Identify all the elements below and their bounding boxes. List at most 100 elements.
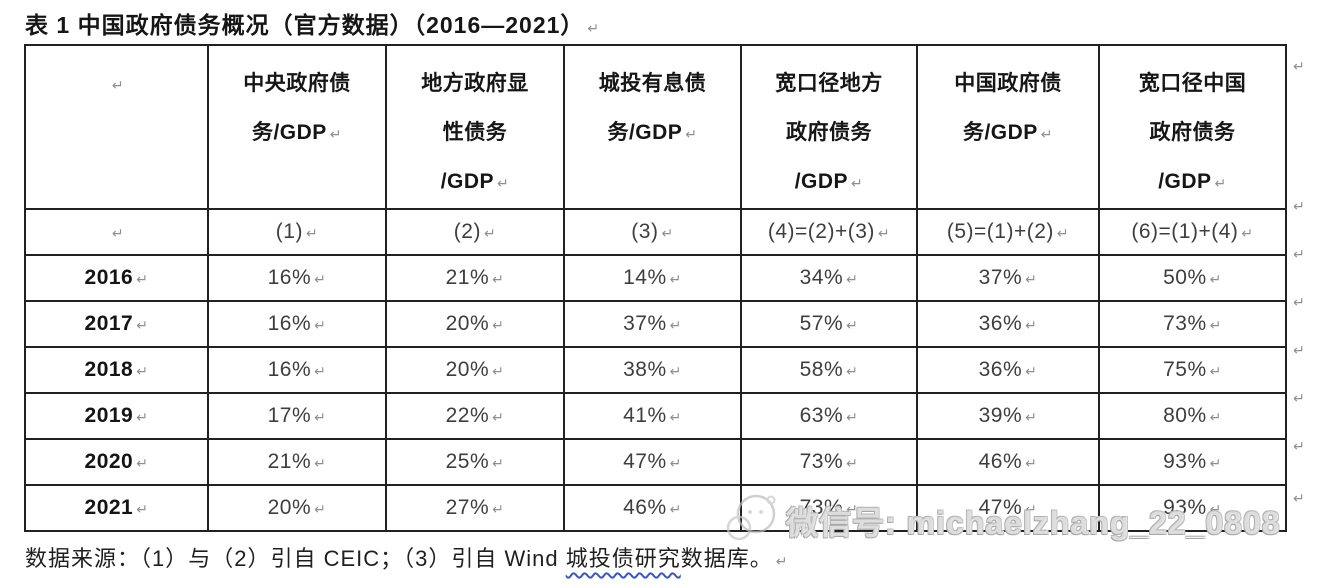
year-cell: 2019 ↵ <box>24 392 209 440</box>
value-cell: 38% ↵ <box>563 346 742 394</box>
value-cell: 41% ↵ <box>563 392 742 440</box>
paragraph-mark: ↵ <box>1214 175 1227 191</box>
paragraph-mark: ↵ <box>1209 409 1222 425</box>
paragraph-mark: ↵ <box>846 317 859 333</box>
formula-row: ↵ (1) ↵ (2) ↵ (3) ↵ (4)=(2)+(3) ↵ (5)=(1)+(2… <box>24 208 1287 256</box>
value-cell: 20% ↵ <box>385 346 565 394</box>
value-cell: 73% ↵ <box>740 484 918 532</box>
paragraph-mark: ↵ <box>775 553 789 569</box>
header-cell-central-debt: 中央政府债 务/GDP ↵ <box>207 44 387 210</box>
paragraph-mark: ↵ <box>492 455 505 471</box>
value-cell: 47% ↵ <box>563 438 742 486</box>
paragraph-mark: ↵ <box>314 317 327 333</box>
value-cell: 58% ↵ <box>740 346 918 394</box>
paragraph-mark: ↵ <box>669 271 682 287</box>
row-end-mark: ↵ <box>1293 438 1305 454</box>
paragraph-mark: ↵ <box>111 77 125 93</box>
value-cell: 16% ↵ <box>207 346 387 394</box>
paragraph-mark: ↵ <box>492 317 505 333</box>
value-cell: 34% ↵ <box>740 254 918 302</box>
value-cell: 17% ↵ <box>207 392 387 440</box>
year-cell: 2017 ↵ <box>24 300 209 348</box>
value-cell: 50% ↵ <box>1098 254 1287 302</box>
year-cell: 2021 ↵ <box>24 484 209 532</box>
table-header-row: ↵ 中央政府债 务/GDP ↵ 地方政府显 性债务 /GDP ↵ 城投有息债 务/G… <box>24 44 1287 210</box>
formula-cell: (1) ↵ <box>207 208 387 256</box>
paragraph-mark: ↵ <box>846 409 859 425</box>
formula-cell: (3) ↵ <box>563 208 742 256</box>
value-cell: 37% ↵ <box>916 254 1100 302</box>
debt-table: ↵ 中央政府债 务/GDP ↵ 地方政府显 性债务 /GDP ↵ 城投有息债 务/G… <box>24 44 1287 532</box>
paragraph-mark: ↵ <box>1025 317 1038 333</box>
source-text-underlined: 城投债研究 <box>565 546 681 571</box>
paragraph-mark: ↵ <box>314 501 327 517</box>
paragraph-mark: ↵ <box>851 175 864 191</box>
value-cell: 21% ↵ <box>385 254 565 302</box>
year-cell: 2020 ↵ <box>24 438 209 486</box>
row-end-mark: ↵ <box>1293 342 1305 358</box>
paragraph-mark: ↵ <box>1241 225 1254 241</box>
table-row-2020: 2020 ↵ 21% ↵ 25% ↵ 47% ↵ 73% ↵ 46% ↵ 93% ↵ <box>24 438 1287 486</box>
paragraph-mark: ↵ <box>1025 271 1038 287</box>
formula-cell: (2) ↵ <box>385 208 565 256</box>
row-end-mark: ↵ <box>1293 198 1305 214</box>
value-cell: 46% ↵ <box>563 484 742 532</box>
formula-cell: (6)=(1)+(4) ↵ <box>1098 208 1287 256</box>
paragraph-mark: ↵ <box>329 126 343 142</box>
value-cell: 37% ↵ <box>563 300 742 348</box>
paragraph-mark: ↵ <box>314 455 327 471</box>
paragraph-mark: ↵ <box>685 126 698 142</box>
header-cell-lgfv-debt: 城投有息债 务/GDP ↵ <box>563 44 742 210</box>
header-cell-broad-china-debt: 宽口径中国 政府债务 /GDP ↵ <box>1098 44 1287 210</box>
paragraph-mark: ↵ <box>492 363 505 379</box>
paragraph-mark: ↵ <box>661 225 674 241</box>
row-end-mark: ↵ <box>1293 390 1305 406</box>
paragraph-mark: ↵ <box>136 363 149 379</box>
paragraph-mark: ↵ <box>846 271 859 287</box>
table-row-2016: 2016 ↵ 16% ↵ 21% ↵ 14% ↵ 34% ↵ 37% ↵ 50% ↵ <box>24 254 1287 302</box>
value-cell: 20% ↵ <box>207 484 387 532</box>
paragraph-mark: ↵ <box>1056 225 1070 241</box>
paragraph-mark: ↵ <box>846 455 859 471</box>
paragraph-mark: ↵ <box>136 409 149 425</box>
value-cell: 75% ↵ <box>1098 346 1287 394</box>
paragraph-mark: ↵ <box>111 225 125 241</box>
row-end-mark: ↵ <box>1293 490 1305 506</box>
table-title-text: 表 1 中国政府债务概况（官方数据）（2016—2021） <box>25 12 585 38</box>
value-cell: 16% ↵ <box>207 254 387 302</box>
value-cell: 25% ↵ <box>385 438 565 486</box>
value-cell: 80% ↵ <box>1098 392 1287 440</box>
value-cell: 93% ↵ <box>1098 438 1287 486</box>
value-cell: 73% ↵ <box>740 438 918 486</box>
paragraph-mark: ↵ <box>483 225 497 241</box>
header-cell-local-explicit-debt: 地方政府显 性债务 /GDP ↵ <box>385 44 565 210</box>
paragraph-mark: ↵ <box>1040 126 1054 142</box>
year-cell: 2018 ↵ <box>24 346 209 394</box>
paragraph-mark: ↵ <box>669 409 682 425</box>
header-cell-broad-local-debt: 宽口径地方 政府债务 /GDP ↵ <box>740 44 918 210</box>
source-text-prefix: 数据来源：（1）与（2）引自 CEIC；（3）引自 Wind <box>25 546 566 571</box>
paragraph-mark: ↵ <box>492 409 505 425</box>
value-cell: 63% ↵ <box>740 392 918 440</box>
value-cell: 47% ↵ <box>916 484 1100 532</box>
paragraph-mark: ↵ <box>587 20 601 36</box>
row-end-mark: ↵ <box>1293 294 1305 310</box>
header-cell-empty: ↵ <box>24 44 209 210</box>
paragraph-mark: ↵ <box>669 455 682 471</box>
table-title: 表 1 中国政府债务概况（官方数据）（2016—2021） ↵ <box>25 6 600 40</box>
formula-cell: (4)=(2)+(3) ↵ <box>740 208 918 256</box>
paragraph-mark: ↵ <box>669 501 682 517</box>
paragraph-mark: ↵ <box>1209 501 1222 517</box>
value-cell: 46% ↵ <box>916 438 1100 486</box>
data-source-note: 数据来源：（1）与（2）引自 CEIC；（3）引自 Wind 城投债研究数据库。… <box>25 541 789 573</box>
paragraph-mark: ↵ <box>1209 363 1222 379</box>
table-row-2021: 2021 ↵ 20% ↵ 27% ↵ 46% ↵ 73% ↵ 47% ↵ 93% ↵ <box>24 484 1287 532</box>
formula-cell: (5)=(1)+(2) ↵ <box>916 208 1100 256</box>
value-cell: 22% ↵ <box>385 392 565 440</box>
table-row-2017: 2017 ↵ 16% ↵ 20% ↵ 37% ↵ 57% ↵ 36% ↵ 73% ↵ <box>24 300 1287 348</box>
paragraph-mark: ↵ <box>314 363 327 379</box>
paragraph-mark: ↵ <box>492 271 505 287</box>
paragraph-mark: ↵ <box>1025 501 1038 517</box>
paragraph-mark: ↵ <box>1025 363 1038 379</box>
